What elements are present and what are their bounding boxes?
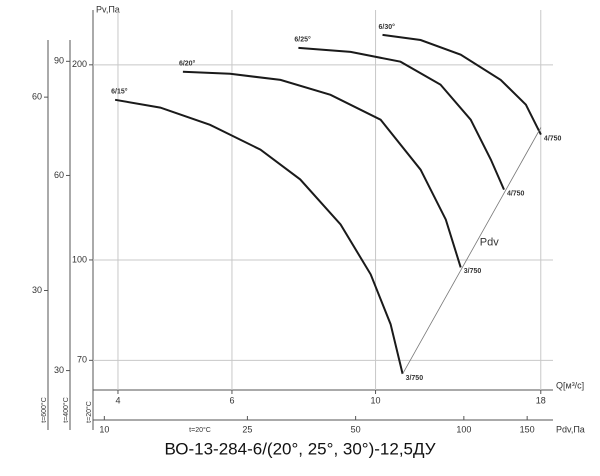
x2-tick-label: 50 [351, 424, 361, 434]
y-note: t=20°C [85, 401, 93, 423]
x-tick-label: 10 [371, 395, 381, 405]
chart-title: ВО-13-284-6/(20°, 25°, 30°)-12,5ДУ [164, 439, 435, 458]
curve-label: 6/20° [179, 60, 196, 68]
y3-note: t=600°C [40, 397, 48, 423]
y-tick-label: 90 [54, 56, 64, 66]
y-tick-label: 200 [72, 59, 87, 69]
curve [382, 33, 542, 136]
y-tick-label: 30 [54, 365, 64, 375]
y2-note: t=400°C [62, 397, 70, 423]
y-tick-label: 60 [32, 92, 42, 102]
curve-label: Pdv [480, 237, 499, 249]
curve [114, 98, 404, 375]
curve [402, 127, 542, 375]
curve-end-label: 3/750 [406, 375, 424, 382]
x-tick-label: 4 [115, 395, 120, 405]
x2-tick-label: 10 [99, 424, 109, 434]
y-axis-label: Pv,Па [96, 4, 120, 14]
x-tick-label: 18 [536, 395, 546, 405]
x2-tick-label: 100 [456, 424, 471, 434]
curve [182, 70, 462, 268]
y-tick-label: 30 [32, 285, 42, 295]
y-tick-label: 70 [77, 355, 87, 365]
x2-note: t=20°C [189, 426, 211, 434]
y-tick-label: 60 [54, 170, 64, 180]
y-tick-label: 100 [72, 254, 87, 264]
curve-end-label: 3/750 [464, 268, 482, 275]
x-axis-label: Q[м³/с] [556, 380, 584, 390]
x2-tick-label: 150 [520, 424, 535, 434]
curve-label: 6/25° [294, 36, 311, 44]
curve-end-label: 4/750 [507, 190, 525, 197]
curve [298, 46, 505, 191]
x-tick-label: 6 [229, 395, 234, 405]
curve-label: 6/15° [111, 88, 128, 96]
curve-end-label: 4/750 [544, 135, 562, 142]
x2-tick-label: 25 [242, 424, 252, 434]
curve-label: 6/30° [378, 23, 395, 31]
x2-axis-label: Pdv,Па [556, 424, 585, 434]
